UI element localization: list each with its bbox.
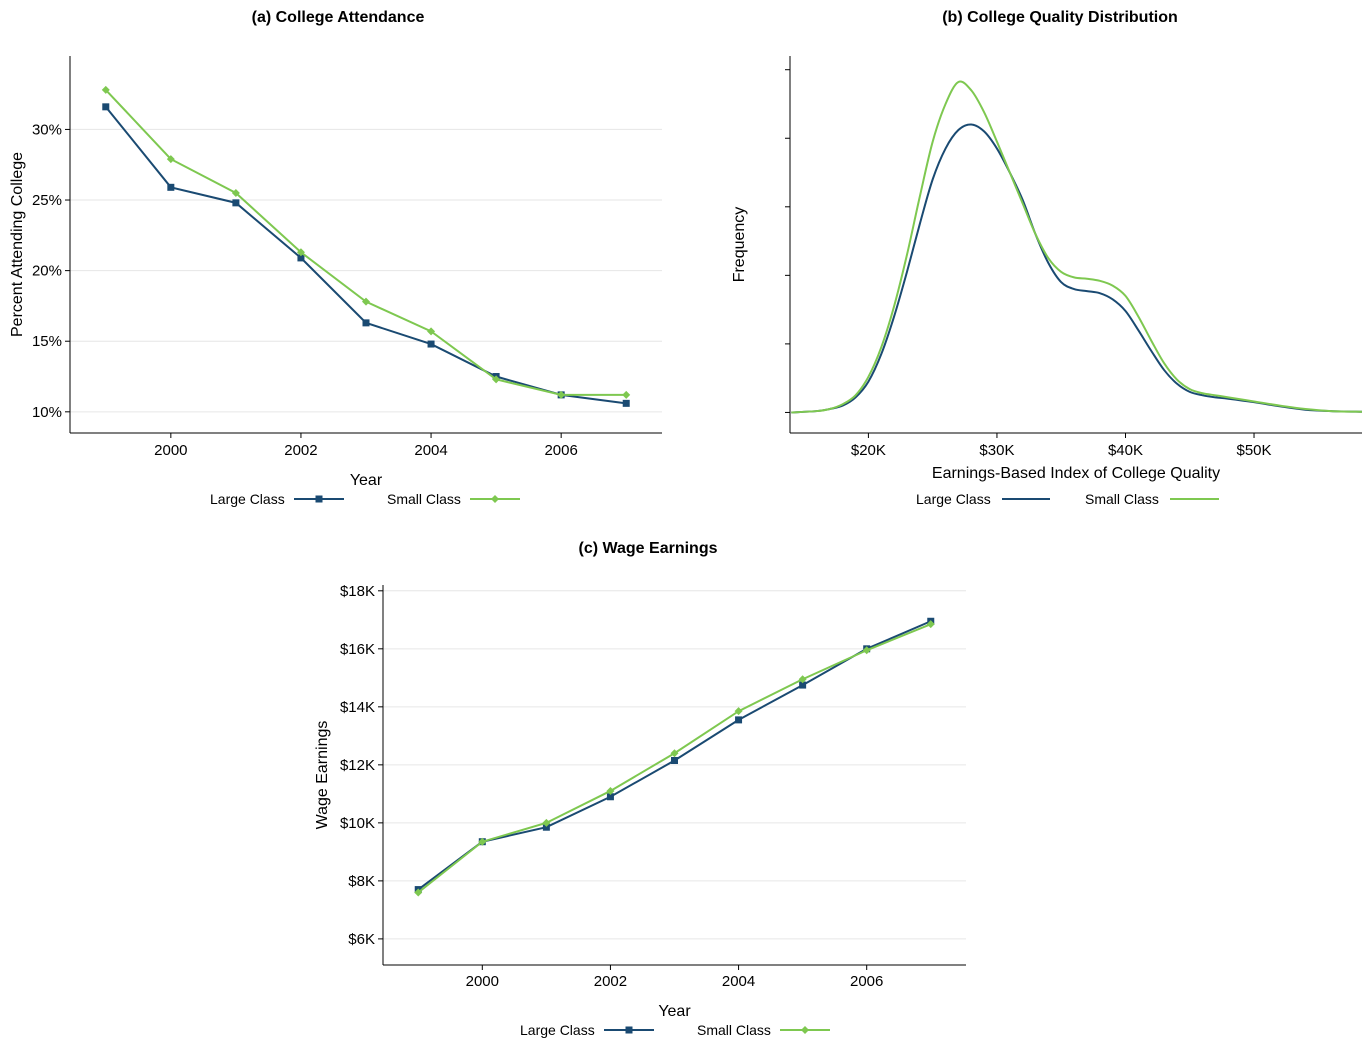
x-tick-label: 2006 [850, 973, 883, 990]
panel-college-quality-distribution: (b) College Quality Distribution $20K $30K… [731, 9, 1363, 507]
data-point-large-class [542, 823, 550, 831]
data-point-small-class [414, 888, 423, 897]
x-tick-label: 2000 [154, 442, 187, 459]
data-point-large-class [622, 399, 630, 407]
panel-wage-earnings: (c) Wage Earnings $6K $8K $10K $12K $14K $16K $… [314, 540, 966, 1038]
series-line-large-class [791, 123, 1363, 414]
data-point-small-class [362, 297, 370, 306]
x-tick-label: 2000 [466, 973, 499, 990]
data-point-small-class [427, 327, 436, 336]
data-point-small-class [166, 155, 175, 164]
x-tick-label: 2004 [722, 973, 755, 990]
x-axis-label: Earnings-Based Index of College Quality [932, 465, 1220, 482]
data-point-small-class [606, 786, 615, 795]
data-point-large-class [362, 319, 370, 327]
y-tick-label: 15% [32, 333, 62, 350]
y-tick-label: $14K [340, 699, 375, 716]
data-point-small-class [231, 188, 240, 197]
data-point-small-class [557, 390, 566, 399]
x-axis-label: Year [658, 1003, 691, 1020]
x-tick-label: $40K [1108, 442, 1143, 459]
y-tick-label: $6K [348, 931, 375, 948]
y-tick-label: 30% [32, 121, 62, 138]
legend-label: Large Class [916, 491, 991, 507]
x-tick-label: 2002 [284, 442, 317, 459]
legend-marker [801, 1026, 809, 1034]
y-tick-label: $8K [348, 873, 375, 890]
data-point-large-class [232, 199, 240, 207]
data-point-large-class [606, 793, 614, 801]
data-point-small-class [734, 707, 743, 716]
x-tick-label: $30K [979, 442, 1014, 459]
data-point-small-class [798, 675, 807, 684]
legend-label: Large Class [520, 1022, 595, 1038]
data-point-large-class [297, 254, 305, 262]
chart-title: (b) College Quality Distribution [942, 9, 1178, 26]
series-line-small-class [791, 80, 1363, 414]
y-axis-label: Frequency [731, 207, 748, 283]
data-point-large-class [167, 183, 175, 191]
y-tick-label: $16K [340, 641, 375, 658]
data-point-small-class [862, 646, 871, 655]
y-tick-label: 20% [32, 263, 62, 280]
y-tick-label: $10K [340, 815, 375, 832]
data-point-small-class [296, 248, 305, 257]
series-line-small-class [105, 89, 627, 396]
y-tick-label: 25% [32, 192, 62, 209]
data-point-large-class [671, 756, 678, 764]
x-tick-label: $20K [851, 442, 886, 459]
x-tick-label: 2002 [594, 973, 627, 990]
y-tick-label: $18K [340, 583, 375, 600]
y-tick-label: 10% [32, 404, 62, 421]
y-tick-label: $12K [340, 757, 375, 774]
x-axis-label: Year [350, 472, 383, 489]
x-tick-label: $50K [1237, 442, 1272, 459]
legend-marker [625, 1026, 633, 1034]
legend-label: Small Class [387, 491, 461, 507]
legend-label: Large Class [210, 491, 285, 507]
data-point-small-class [478, 837, 487, 846]
series-line-large-class [105, 106, 627, 405]
x-tick-label: 2004 [414, 442, 447, 459]
data-point-large-class [427, 340, 435, 348]
chart-title: (c) Wage Earnings [579, 540, 718, 557]
data-point-small-class [101, 85, 110, 94]
data-point-small-class [926, 620, 935, 629]
chart-title: (a) College Attendance [252, 9, 425, 26]
data-point-large-class [102, 103, 110, 111]
y-axis-label: Wage Earnings [314, 721, 331, 830]
legend-label: Small Class [697, 1022, 771, 1038]
data-point-small-class [492, 375, 501, 384]
legend-marker [491, 495, 499, 503]
data-point-small-class [542, 818, 551, 827]
legend-marker [315, 495, 323, 503]
data-point-small-class [622, 390, 631, 399]
data-point-large-class [799, 681, 807, 689]
y-axis-label: Percent Attending College [9, 152, 26, 337]
x-tick-label: 2006 [544, 442, 577, 459]
data-point-small-class [670, 749, 679, 758]
legend-label: Small Class [1085, 491, 1159, 507]
panel-college-attendance: (a) College Attendance 10% 15% 20% 25% 30% 200… [9, 9, 662, 507]
data-point-large-class [735, 716, 743, 724]
